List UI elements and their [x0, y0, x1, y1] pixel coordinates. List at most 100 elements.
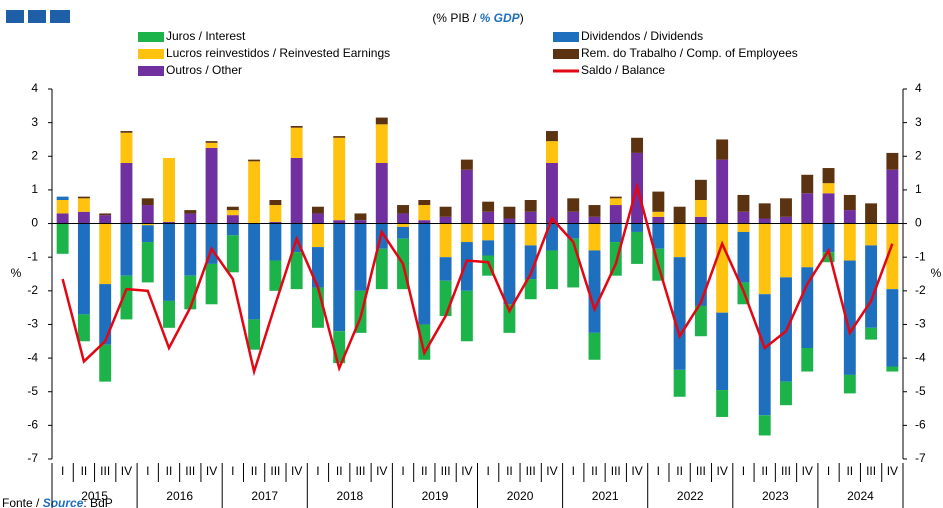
bar-segment [99, 213, 112, 216]
bar-segment [694, 216, 707, 224]
bar-segment [482, 201, 495, 212]
bar-segment [737, 211, 750, 224]
x-tick-label: IV [121, 464, 132, 478]
bar-segment [503, 223, 516, 305]
bar-segment [737, 223, 750, 232]
bar-segment [248, 319, 261, 350]
x-tick-label: I [742, 464, 745, 478]
x-tick-label: I [231, 464, 234, 478]
bar-segment [694, 305, 707, 337]
legend-label: Rem. do Trabalho / Comp. of Employees [581, 46, 798, 60]
x-tick-label: II [676, 464, 683, 478]
x-tick-label: II [81, 464, 88, 478]
y-axis-label: % [11, 266, 22, 280]
x-tick-label: IV [546, 464, 557, 478]
bar-segment [290, 126, 303, 128]
bar-segment [631, 231, 644, 264]
x-tick-label: IV [206, 464, 217, 478]
bar-segment [205, 223, 218, 264]
legend-label: Outros / Other [166, 63, 242, 77]
bar-segment [205, 263, 218, 305]
bar-segment [311, 247, 324, 288]
bar-segment [439, 216, 452, 224]
chart-title: (% PIB / % GDP) [432, 11, 523, 25]
logo-block [50, 10, 70, 23]
bar-segment [588, 223, 601, 251]
bar-segment [333, 137, 346, 221]
bar-segment [652, 211, 665, 217]
logo-block [28, 10, 46, 23]
x-tick-label: IV [376, 464, 387, 478]
bar-segment [290, 127, 303, 158]
bar-segment [56, 196, 69, 200]
bar-segment [652, 191, 665, 212]
y2-tick-label: -5 [915, 384, 926, 398]
bar-segment [822, 193, 835, 224]
bar-segment [163, 157, 175, 222]
bar-segment [120, 131, 133, 133]
x-tick-label: II [846, 464, 853, 478]
bar-segment [524, 245, 537, 280]
bar-segment [546, 163, 558, 224]
x-tick-label: IV [291, 464, 302, 478]
bar-segment [248, 161, 261, 224]
bar-segment [822, 168, 835, 184]
bar-segment [311, 213, 324, 224]
bar-segment [482, 223, 495, 241]
bar-segment [694, 223, 707, 306]
year-label: 2016 [166, 489, 193, 503]
bar-segment [886, 223, 899, 290]
bar-segment [418, 324, 431, 360]
year-label: 2021 [592, 489, 619, 503]
bar-segment [460, 290, 473, 342]
bar-segment [290, 157, 303, 224]
bar-segment [248, 223, 261, 320]
y-tick-label: -6 [27, 418, 38, 432]
bar-segment [163, 223, 175, 301]
y-tick-label: 1 [31, 182, 38, 196]
bar-segment [460, 242, 473, 291]
bar-segment [77, 198, 90, 212]
bar-segment [503, 304, 516, 333]
year-label: 2022 [677, 489, 704, 503]
year-label: 2023 [762, 489, 789, 503]
bar-segment [886, 152, 899, 170]
y2-tick-label: 2 [915, 148, 922, 162]
bar-segment [418, 205, 431, 221]
bar-segment [801, 223, 814, 268]
bar-segment [716, 312, 729, 391]
x-tick-label: I [827, 464, 830, 478]
bar-segment [482, 240, 495, 256]
bar-segment [567, 223, 580, 239]
bar-segment [524, 223, 537, 246]
y2-tick-label: 0 [915, 216, 922, 230]
y-tick-label: -5 [27, 384, 38, 398]
x-tick-label: II [421, 464, 428, 478]
bar-segment [354, 290, 367, 333]
bar-segment [311, 223, 324, 248]
bar-segment [801, 174, 814, 194]
year-label: 2020 [507, 489, 534, 503]
x-tick-label: I [572, 464, 575, 478]
bar-segment [609, 223, 622, 243]
bar-segment [673, 257, 686, 370]
bar-segment [184, 275, 197, 310]
bar-segment [354, 213, 367, 221]
bar-segment [758, 218, 771, 224]
x-tick-label: IV [631, 464, 642, 478]
bar-segment [226, 215, 239, 224]
x-tick-label: III [696, 464, 706, 478]
bar-segment [588, 216, 601, 224]
bar-segment [269, 223, 282, 261]
bar-segment [886, 169, 899, 224]
year-label: 2018 [336, 489, 363, 503]
bar-segment [120, 163, 133, 224]
bar-segment [418, 223, 431, 325]
x-tick-label: III [270, 464, 280, 478]
bar-segment [56, 200, 69, 214]
legend-swatch [138, 66, 164, 76]
bar-segment [843, 223, 856, 261]
bar-segment [652, 223, 665, 249]
x-tick-label: II [591, 464, 598, 478]
bar-segment [418, 220, 431, 224]
